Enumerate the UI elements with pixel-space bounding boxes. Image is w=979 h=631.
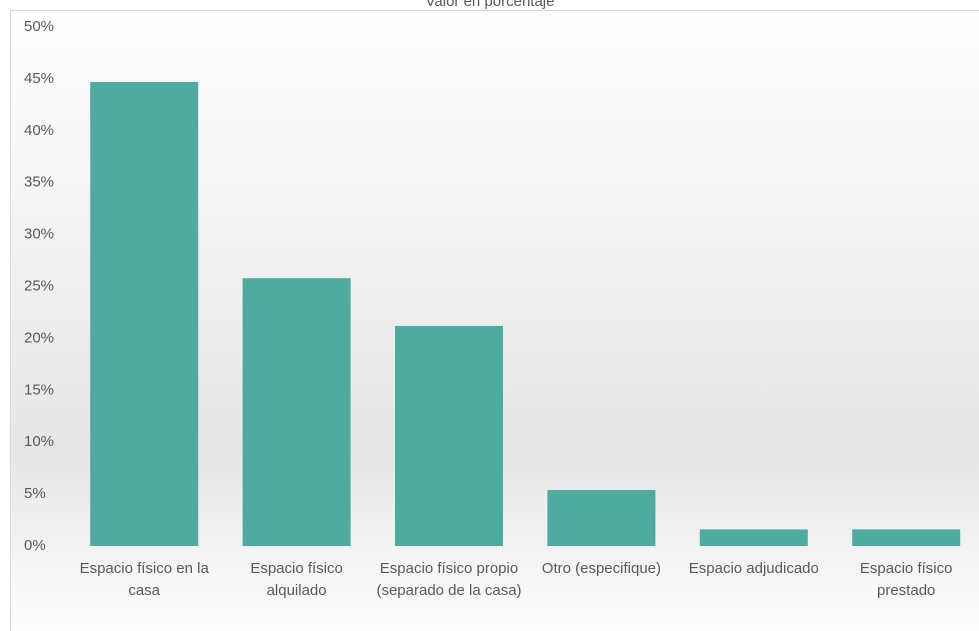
y-tick-label: 5% bbox=[24, 485, 46, 502]
x-tick-label: Espacio físico en la casa bbox=[79, 560, 209, 599]
y-tick-label: 35% bbox=[24, 174, 54, 191]
x-tick-label: Espacio físico alquilado bbox=[250, 560, 343, 599]
x-tick-label: Espacio adjudicado bbox=[688, 560, 819, 577]
y-tick-label: 45% bbox=[24, 70, 54, 87]
bar bbox=[242, 278, 351, 546]
chart-title: Valor en porcentaje bbox=[426, 0, 555, 10]
y-tick-label: 20% bbox=[24, 329, 54, 346]
bar bbox=[852, 529, 961, 546]
y-tick-label: 40% bbox=[24, 122, 54, 139]
bar bbox=[90, 82, 199, 546]
x-tick-label: Espacio físico prestado bbox=[859, 560, 953, 599]
bar bbox=[699, 529, 808, 546]
y-tick-label: 50% bbox=[24, 18, 54, 35]
bar bbox=[547, 489, 656, 546]
x-tick-label: Espacio físico propio (separado de la ca… bbox=[376, 560, 522, 599]
y-tick-label: 15% bbox=[24, 381, 54, 398]
bar bbox=[395, 325, 503, 546]
y-tick-label: 30% bbox=[24, 226, 54, 243]
x-tick-label: Otro (especifique) bbox=[541, 560, 661, 577]
y-tick-label: 25% bbox=[24, 277, 54, 294]
y-tick-label: 0% bbox=[24, 537, 46, 554]
y-tick-label: 10% bbox=[24, 433, 54, 450]
